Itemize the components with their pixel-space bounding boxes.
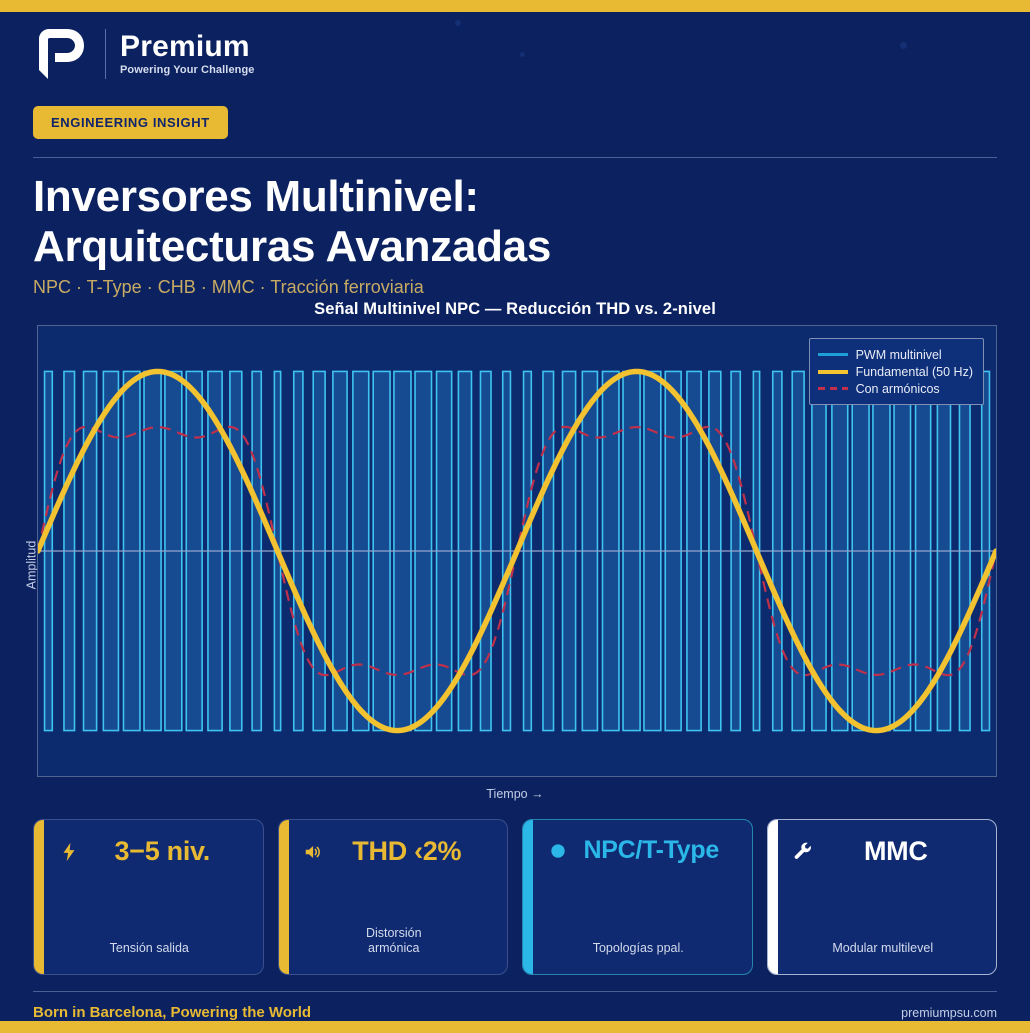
card-value: 3−5 niv. (114, 836, 211, 867)
decorative-dot (520, 52, 525, 57)
content-area: Premium Powering Your Challenge ENGINEER… (0, 12, 1030, 1021)
brand-tagline: Powering Your Challenge (120, 64, 255, 76)
stat-cards: 3−5 niv. Tensión salida THD ‹2% (33, 819, 997, 976)
legend-item: Con armónicos (817, 380, 973, 397)
footer-website[interactable]: premiumpsu.com (901, 1005, 997, 1020)
legend-swatch-pwm (817, 349, 848, 361)
lightning-bolt-icon (56, 839, 82, 865)
premium-p-logo-icon (33, 27, 87, 81)
wrench-icon (790, 839, 816, 865)
page-subtitle: NPC · T-Type · CHB · MMC · Tracción ferr… (33, 277, 424, 298)
card-top: MMC (788, 836, 983, 867)
card-accent-bar (278, 820, 289, 975)
card-label: Topologías ppal. (592, 941, 684, 956)
footer: Born in Barcelona, Powering the World pr… (33, 992, 997, 1021)
brand-header: Premium Powering Your Challenge (33, 12, 997, 79)
legend-label: Con armónicos (855, 381, 940, 396)
card-top: 3−5 niv. (54, 836, 249, 867)
chart-legend: PWM multinivel Fundamental (50 Hz) Con a… (808, 338, 984, 406)
page-title: Inversores Multinivel: Arquitecturas Ava… (33, 172, 552, 272)
logo-divider (105, 29, 106, 79)
stat-card-thd[interactable]: THD ‹2% Distorsión armónica (277, 819, 508, 976)
legend-item: PWM multinivel (817, 346, 973, 363)
chart-x-axis-label: Tiempo → (486, 787, 544, 802)
card-top: NPC/T-Type (543, 836, 738, 865)
card-label: Modular multilevel (832, 941, 934, 956)
card-value: THD ‹2% (352, 836, 462, 867)
stat-card-topologies[interactable]: NPC/T-Type Topologías ppal. (522, 819, 753, 976)
speaker-wave-icon (301, 839, 327, 865)
legend-label: PWM multinivel (855, 347, 942, 362)
card-label: Tensión salida (109, 941, 189, 956)
chart-block: Señal Multinivel NPC — Reducción THD vs.… (24, 300, 997, 805)
chart-plot-area: PWM multinivel Fundamental (50 Hz) Con a… (37, 325, 997, 778)
engineering-insight-badge: ENGINEERING INSIGHT (33, 106, 228, 139)
card-label: Distorsión armónica (365, 925, 422, 956)
header-divider (33, 157, 997, 158)
bottom-accent-bar (0, 1021, 1030, 1033)
card-accent-bar (34, 820, 44, 975)
legend-label: Fundamental (50 Hz) (855, 364, 973, 379)
legend-item: Fundamental (50 Hz) (817, 363, 973, 380)
decorative-dot (455, 20, 461, 26)
legend-swatch-harmonics (817, 383, 848, 395)
decorative-dot (900, 42, 907, 49)
top-accent-bar (0, 0, 1030, 12)
card-value: MMC (863, 836, 928, 867)
chart-title: Señal Multinivel NPC — Reducción THD vs.… (314, 300, 716, 319)
filled-circle-icon (545, 838, 571, 864)
stat-card-mmc[interactable]: MMC Modular multilevel (766, 819, 997, 976)
chart-wrap: Amplitud PWM multinivel (24, 325, 997, 805)
legend-swatch-fundamental (817, 366, 848, 378)
card-accent-bar (767, 820, 778, 975)
brand-name: Premium (120, 30, 250, 63)
badge-row: ENGINEERING INSIGHT (33, 106, 997, 139)
stat-card-voltage-levels[interactable]: 3−5 niv. Tensión salida (33, 819, 264, 976)
footer-tagline: Born in Barcelona, Powering the World (33, 1004, 312, 1022)
footer-divider (33, 991, 997, 993)
card-top: THD ‹2% (299, 836, 494, 867)
brand-text-block: Premium Powering Your Challenge (120, 32, 255, 76)
card-value: NPC/T-Type (583, 836, 720, 865)
card-accent-bar (523, 820, 533, 975)
